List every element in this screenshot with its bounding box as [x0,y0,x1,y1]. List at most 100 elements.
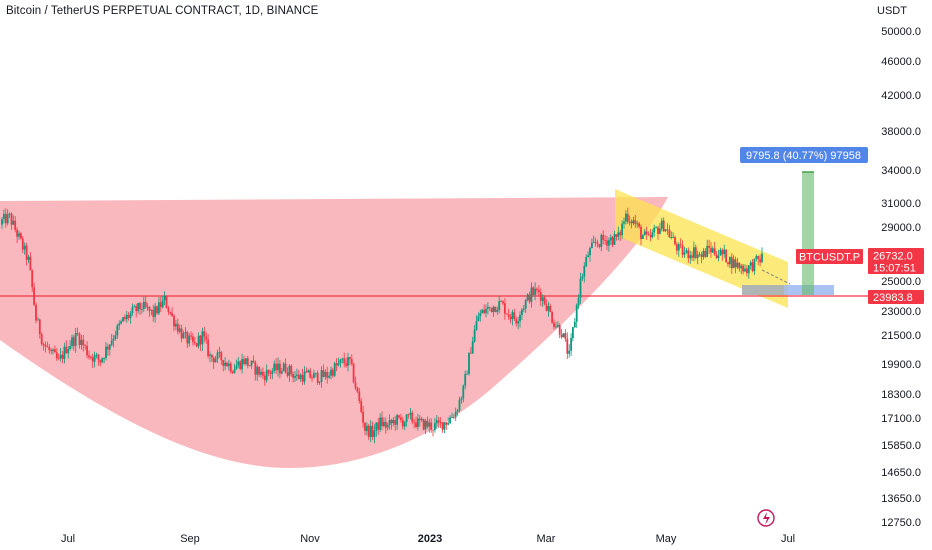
price-axis-tick-label: 38000.0 [881,126,921,138]
candle-body [402,420,404,427]
candle-body [712,248,714,252]
candle-body [746,269,748,274]
candle-body [684,253,686,255]
candle-body [504,303,506,313]
candle-body [476,321,478,330]
candle-body [60,355,62,359]
candle-body [222,360,224,366]
candle-body [633,220,635,223]
candle-body [188,336,190,344]
candle-body [415,423,417,428]
candle-body [173,316,175,327]
time-axis-tick-label: Jul [781,533,795,545]
candle-body [96,355,98,356]
candle-body [527,295,529,301]
candle-body [608,240,610,245]
candle-body [336,363,338,365]
price-axis-tick-label: 46000.0 [881,56,921,68]
candle-body [385,422,387,428]
candle-body [50,350,52,351]
candle-body [253,361,255,362]
candle-body [16,230,18,237]
candle-body [512,312,514,319]
candle-body [529,295,531,302]
candle-body [721,250,723,255]
candle-body [75,333,77,346]
candle-body [226,363,228,367]
candle-body [368,426,370,437]
projection-label[interactable]: 9795.8 (40.77%) 97958 [740,147,868,163]
candle-body [31,270,33,287]
candle-body [113,339,115,341]
candle-body [546,304,548,310]
candle-body [659,229,661,234]
candle-body [610,237,612,240]
candle-body [663,221,665,232]
candle-body [438,420,440,422]
candle-body [130,313,132,318]
candle-body [77,333,79,334]
candle-body [563,333,565,337]
candle-body [211,355,213,358]
price-axis-tick-label: 18300.0 [881,389,921,401]
candle-body [64,347,66,359]
candle-body [583,266,585,276]
candle-body [271,371,273,374]
candle-body [540,292,542,301]
projection-bar[interactable] [802,172,814,295]
price-axis-tick-label: 14650.0 [881,467,921,479]
time-axis[interactable]: Jul Sep Nov 2023 Mar May Jul [61,533,795,545]
candle-body [585,257,587,266]
candle-body [597,243,599,245]
candle-body [536,289,538,290]
candle-body [260,372,262,375]
candle-body [330,370,332,376]
candle-body [723,250,725,255]
candle-body [631,222,633,224]
candle-body [273,364,275,371]
candle-body [317,373,319,383]
candle-body [538,290,540,292]
candle-body [364,423,366,431]
candle-body [103,358,105,359]
candle-body [672,237,674,238]
candle-body [706,246,708,257]
candle-body [151,310,153,311]
candle-body [593,242,595,243]
price-axis-tick-label: 50000.0 [881,26,921,38]
chart-title: Bitcoin / TetherUS PERPETUAL CONTRACT, 1… [6,5,318,17]
candle-body [544,297,546,304]
candle-body [54,350,56,353]
candle-body [12,221,14,225]
candle-body [224,363,226,366]
candle-body [453,417,455,418]
candle-body [14,221,16,230]
candle-body [35,305,37,321]
candle-body [423,419,425,429]
candle-body [145,302,147,307]
tradingview-logo-icon[interactable] [758,510,774,526]
candle-body [394,420,396,425]
candle-body [105,347,107,358]
candle-body [551,312,553,323]
candle-body [447,423,449,425]
candle-body [444,422,446,429]
candle-body [617,232,619,237]
cup-pattern-shape[interactable] [0,197,668,468]
candle-body [474,330,476,342]
candle-body [33,287,35,304]
candle-body [374,431,376,438]
candle-body [245,358,247,364]
candle-body [591,243,593,248]
candle-body [124,317,126,319]
candle-body [495,307,497,312]
candle-body [485,309,487,313]
candle-body [230,364,232,372]
candle-body [247,358,249,365]
candle-body [459,400,461,411]
candle-body [328,376,330,378]
candle-body [164,296,166,300]
candle-body [670,237,672,238]
